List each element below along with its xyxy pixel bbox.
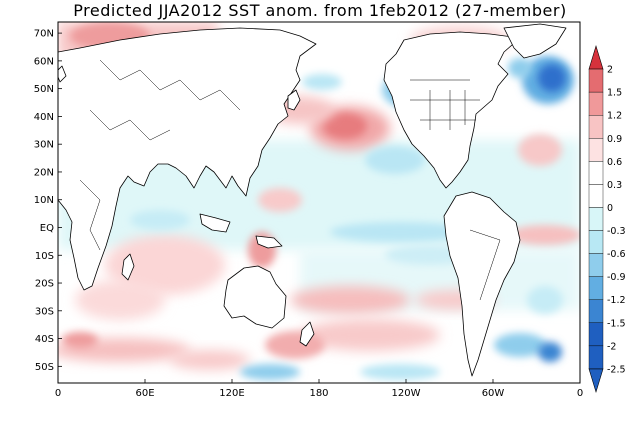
land-masses	[58, 23, 567, 377]
lon-tick-label: 60W	[482, 388, 505, 399]
colorbar-label: -0.6	[607, 249, 626, 260]
lat-tick-label: 30N	[34, 140, 54, 151]
lat-tick-label: EQ	[40, 223, 54, 234]
colorbar-label: 2	[607, 65, 613, 76]
lon-tick-label: 0	[577, 388, 583, 399]
latitude-axis: 70N 60N 50N 40N 30N 20N 10N EQ 10S 20S 30S 40S 50S	[34, 29, 62, 373]
north-america	[383, 31, 521, 189]
colorbar-swatch	[588, 184, 604, 208]
eurasia-africa	[58, 27, 317, 291]
south-america	[443, 191, 521, 377]
lon-tick-label: 0	[55, 388, 61, 399]
japan	[287, 89, 301, 111]
colorbar-label: 0.3	[607, 180, 622, 191]
colorbar-swatch	[588, 138, 604, 162]
colorbar-swatch	[588, 114, 604, 139]
map-title: Predicted JJA2012 SST anom. from 1feb201…	[73, 1, 567, 20]
colorbar-swatch	[588, 207, 604, 231]
madagascar	[121, 253, 135, 281]
colorbar-label: 1.2	[607, 111, 622, 122]
colorbar-label: -1.2	[607, 295, 626, 306]
colorbar-label: 1.5	[607, 88, 622, 99]
colorbar: 2 1.5 1.2 0.9 0.6 0.3 0 -0.3 -0.6 -0.9 -1.2 -1.5 -2 -…	[588, 44, 626, 394]
lat-tick-label: 30S	[35, 306, 54, 317]
lat-tick-label: 50S	[35, 362, 54, 373]
colorbar-swatch	[588, 322, 604, 347]
colorbar-label: -0.3	[607, 226, 626, 237]
colorbar-label: -0.9	[607, 272, 626, 283]
lon-tick-label: 120W	[392, 388, 421, 399]
sumatra-borneo	[199, 213, 231, 233]
colorbar-label: -2	[607, 341, 616, 352]
colorbar-swatch	[588, 253, 604, 277]
colorbar-swatch	[588, 276, 604, 300]
australia	[223, 265, 287, 329]
new-zealand	[299, 321, 315, 347]
colorbar-top-arrow	[588, 44, 604, 70]
lat-tick-label: 40S	[35, 334, 54, 345]
colorbar-swatch	[588, 299, 604, 324]
lon-tick-label: 180	[309, 388, 328, 399]
colorbar-swatch	[588, 91, 604, 116]
greenland	[503, 23, 567, 59]
colorbar-swatch	[588, 230, 604, 254]
great-britain	[58, 65, 67, 83]
lat-tick-label: 40N	[34, 112, 54, 123]
colorbar-swatch	[588, 345, 604, 370]
colorbar-label: -1.5	[607, 318, 626, 329]
lat-tick-label: 20N	[34, 167, 54, 178]
lat-tick-label: 20S	[35, 279, 54, 290]
political-borders	[79, 59, 501, 301]
colorbar-label: -2.5	[607, 364, 626, 375]
colorbar-label: 0.6	[607, 157, 622, 168]
lat-tick-label: 10N	[34, 195, 54, 206]
colorbar-swatch	[588, 68, 604, 93]
lat-tick-label: 60N	[34, 56, 54, 67]
lon-tick-label: 60E	[135, 388, 154, 399]
colorbar-label: 0	[607, 203, 613, 214]
lat-tick-label: 50N	[34, 84, 54, 95]
colorbar-swatch	[588, 161, 604, 185]
new-guinea	[255, 235, 283, 249]
lat-tick-label: 70N	[34, 29, 54, 40]
lat-tick-label: 10S	[35, 251, 54, 262]
colorbar-bottom-arrow	[588, 368, 604, 394]
longitude-axis: 0 60E 120E 180 120W 60W 0	[55, 379, 583, 399]
colorbar-label: 0.9	[607, 134, 622, 145]
lon-tick-label: 120E	[219, 388, 244, 399]
